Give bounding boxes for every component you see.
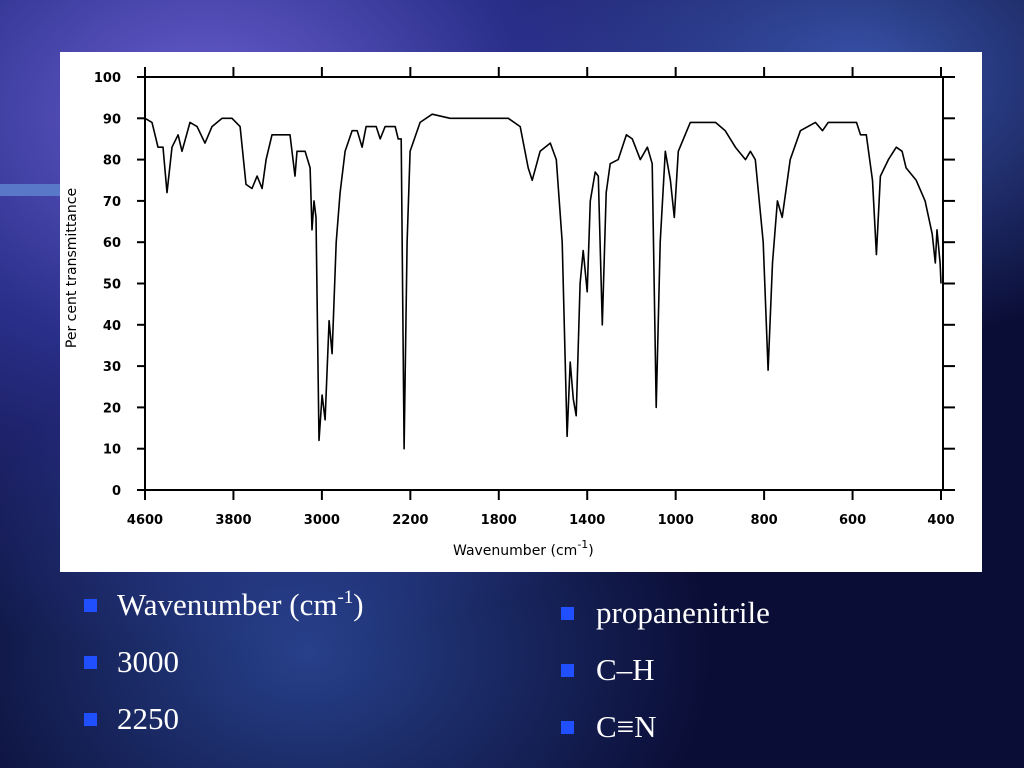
bullet-text-main: C≡N: [596, 709, 657, 744]
y-tick-label: 100: [94, 71, 121, 86]
bullet-marker: [84, 599, 97, 612]
bullet-marker: [561, 721, 574, 734]
bullet-marker: [84, 656, 97, 669]
bullet-text-sup: -1: [337, 587, 353, 608]
bullet-text: Wavenumber (cm-1): [117, 587, 364, 622]
bullet-marker: [84, 713, 97, 726]
plot: 0 10 20 30 40 50 60 70 80 90 100 4600 3800 3000 2200 18…: [94, 67, 955, 528]
bullet-marker: [561, 607, 574, 620]
y-tick-label: 50: [103, 278, 121, 293]
bullet-text: C–H: [596, 652, 655, 687]
spectrum-line: [144, 113, 942, 450]
bullet-text: propanenitrile: [596, 595, 770, 630]
x-axis-label-tail: ): [588, 543, 593, 559]
x-axis-label-sup: -1: [577, 538, 588, 551]
bullet-text-main: 3000: [117, 644, 179, 679]
x-tick-label: 3000: [304, 513, 340, 528]
y-tick-label: 30: [103, 360, 121, 375]
y-tick-label: 60: [103, 236, 121, 251]
y-tick-label: 80: [103, 154, 121, 169]
bullet-list-left: Wavenumber (cm-1) 3000 2250: [84, 587, 364, 736]
y-tick-label: 0: [112, 484, 121, 499]
bullet-text-tail: ): [353, 587, 363, 622]
bullet-text: C≡N: [596, 709, 657, 744]
x-tick-label: 1800: [481, 513, 517, 528]
x-tick-label: 2200: [392, 513, 428, 528]
x-tick-label: 600: [839, 513, 866, 528]
y-tick-label: 40: [103, 319, 121, 334]
x-tick-label: 1000: [658, 513, 694, 528]
x-tick-label: 800: [751, 513, 778, 528]
bullet-list-right: propanenitrile C–H C≡N: [561, 595, 770, 744]
bullet-text-main: 2250: [117, 701, 179, 736]
y-axis-label: Per cent transmittance: [64, 188, 80, 348]
x-axis-label-text: Wavenumber (cm: [453, 543, 577, 559]
x-tick-label: 3800: [215, 513, 251, 528]
y-tick-label: 10: [103, 443, 121, 458]
bullet-text-main: Wavenumber (cm: [117, 587, 337, 622]
bullet-marker: [561, 664, 574, 677]
x-tick-label: 1400: [569, 513, 605, 528]
accent-bar: [0, 184, 62, 196]
y-tick-label: 20: [103, 401, 121, 416]
chart-panel: [60, 52, 982, 572]
bullet-text-main: C–H: [596, 652, 655, 687]
x-tick-label: 400: [927, 513, 954, 528]
bullet-text: 3000: [117, 644, 179, 679]
bullet-text-main: propanenitrile: [596, 595, 770, 630]
x-tick-label: 4600: [127, 513, 163, 528]
bullet-text: 2250: [117, 701, 179, 736]
x-axis-label: Wavenumber (cm-1): [453, 538, 594, 559]
y-tick-label: 90: [103, 112, 121, 127]
y-tick-label: 70: [103, 195, 121, 210]
